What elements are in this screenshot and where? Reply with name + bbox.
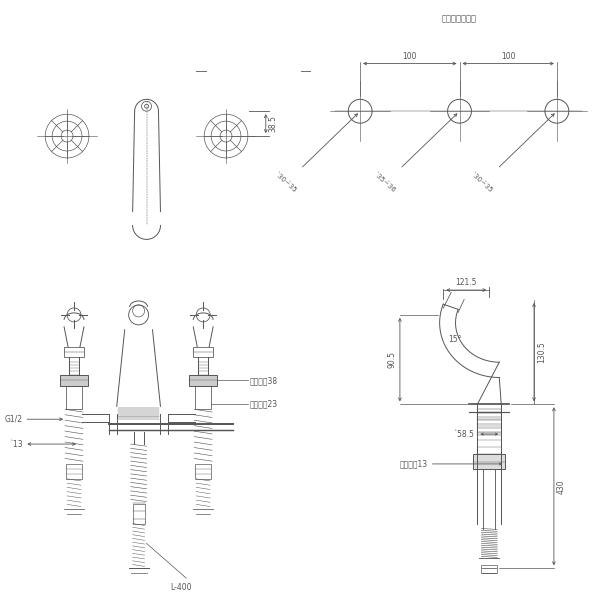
- Bar: [66, 386, 82, 409]
- Bar: [189, 374, 217, 386]
- Text: 六角対邂23: 六角対邂23: [250, 400, 278, 409]
- Bar: [60, 374, 88, 386]
- Text: 六角対邂13: 六角対邂13: [400, 460, 428, 469]
- Text: 六角対邂38: 六角対邂38: [250, 376, 278, 385]
- Text: 130.5: 130.5: [537, 341, 546, 363]
- Text: ̀35~̀36: ̀35~̀36: [376, 171, 398, 191]
- Text: 430: 430: [557, 479, 566, 494]
- Text: 121.5: 121.5: [455, 278, 477, 287]
- Bar: [195, 464, 211, 479]
- Bar: [195, 386, 211, 409]
- Bar: [481, 565, 497, 573]
- Text: 100: 100: [501, 52, 515, 61]
- Text: ̀30~̀35: ̀30~̀35: [277, 171, 299, 191]
- Text: G1/2: G1/2: [4, 415, 22, 424]
- Text: 38.5: 38.5: [269, 115, 278, 132]
- Bar: [193, 347, 213, 356]
- Bar: [473, 454, 505, 469]
- Bar: [64, 347, 84, 356]
- Text: ̀30~̀35: ̀30~̀35: [473, 171, 495, 191]
- Bar: [133, 503, 145, 524]
- Text: ̀58.5: ̀58.5: [458, 430, 475, 439]
- Text: ̀13: ̀13: [13, 440, 22, 449]
- Bar: [66, 464, 82, 479]
- Text: 水栓金具取付穴: 水栓金具取付穴: [442, 14, 477, 23]
- Text: 100: 100: [403, 52, 417, 61]
- Text: 15°: 15°: [448, 335, 461, 344]
- Text: L-400: L-400: [170, 583, 192, 592]
- Text: 90.5: 90.5: [388, 351, 397, 368]
